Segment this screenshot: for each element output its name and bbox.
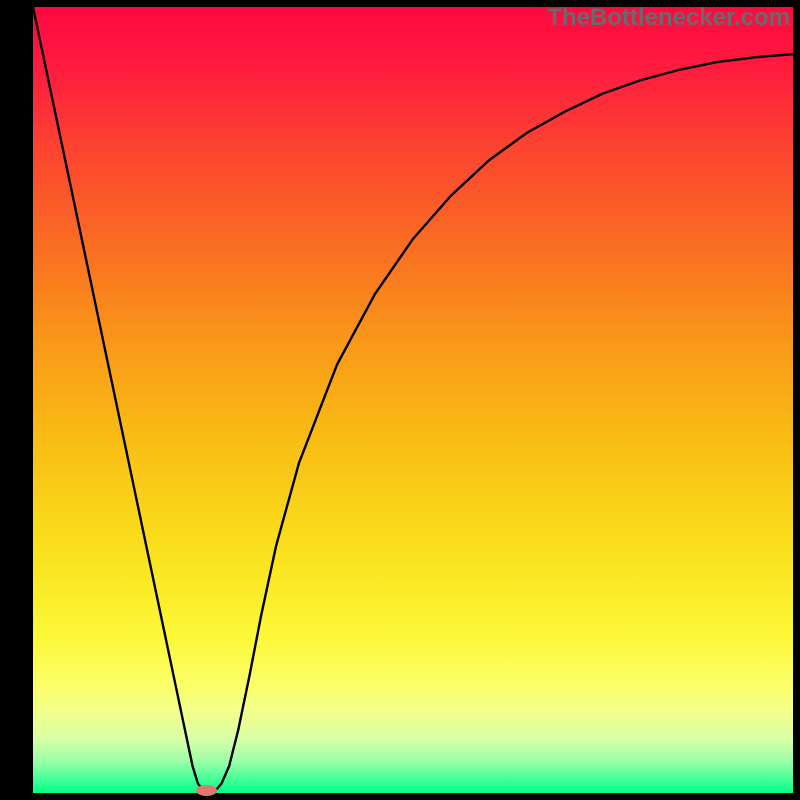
minimum-marker xyxy=(196,785,217,796)
watermark-text: TheBottlenecker.com xyxy=(547,4,790,32)
curve-svg xyxy=(33,7,793,793)
chart-container: TheBottlenecker.com xyxy=(0,0,800,800)
bottleneck-curve xyxy=(33,7,793,793)
plot-area xyxy=(33,7,793,793)
